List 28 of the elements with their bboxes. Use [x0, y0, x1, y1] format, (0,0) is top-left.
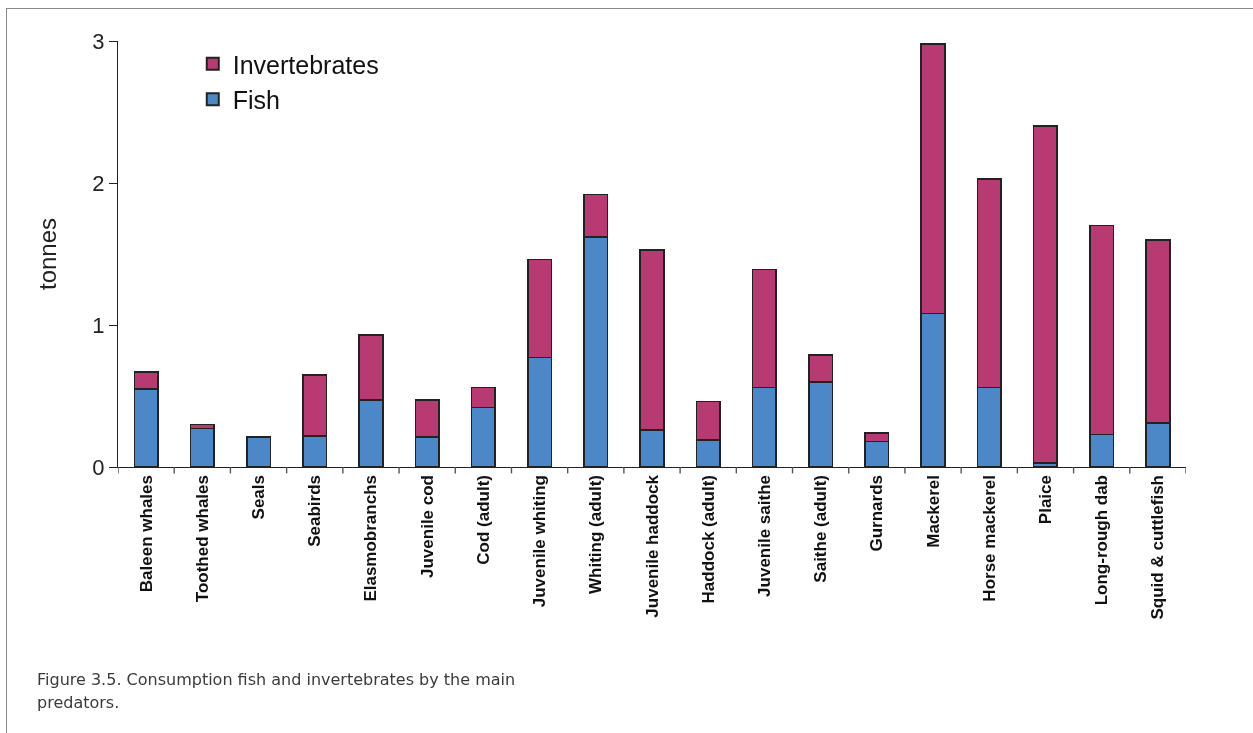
x-tick-label: Cod (adult) [473, 475, 493, 565]
x-tick-label: Gurnards [867, 475, 887, 552]
y-tick-label: 3 [92, 28, 105, 54]
x-tick-label: Toothed whales [192, 475, 212, 603]
y-axis-title: tonnes [34, 217, 62, 291]
x-tick-label: Plaice [1035, 475, 1055, 525]
x-tick-label: Horse mackerel [979, 475, 999, 602]
x-tick-label: Juvenile cod [417, 475, 437, 578]
caption: Figure 3.5. Consumption fish and invertebrates by the main predators. [37, 669, 517, 714]
x-tick-label: Seals [249, 475, 269, 520]
x-tick-label: Juvenile whiting [530, 475, 550, 608]
bar [1032, 125, 1059, 464]
y-tick-label: 1 [92, 312, 105, 338]
x-tick-label: Haddock (adult) [698, 475, 718, 604]
x-tick-label: Long-rough dab [1092, 475, 1112, 606]
x-tick-label: Saithe (adult) [811, 475, 831, 583]
x-tick-label: Baleen whales [136, 475, 156, 593]
x-tick-label: Mackerel [923, 475, 943, 548]
x-tick-label: Juvenile haddock [642, 474, 662, 618]
legend-label: Fish [232, 86, 280, 114]
x-tick-label: Squid & cuttlefish [1148, 475, 1168, 620]
y-tick-label: 0 [92, 454, 105, 480]
x-tick-label: Seabirds [305, 475, 325, 547]
x-tick-label: Whiting (adult) [586, 475, 606, 594]
x-tick-label: Juvenile saithe [754, 475, 774, 597]
x-tick-label: Elasmobranchs [361, 475, 381, 602]
y-tick-label: 2 [92, 170, 105, 196]
legend-label: Invertebrates [232, 50, 379, 79]
